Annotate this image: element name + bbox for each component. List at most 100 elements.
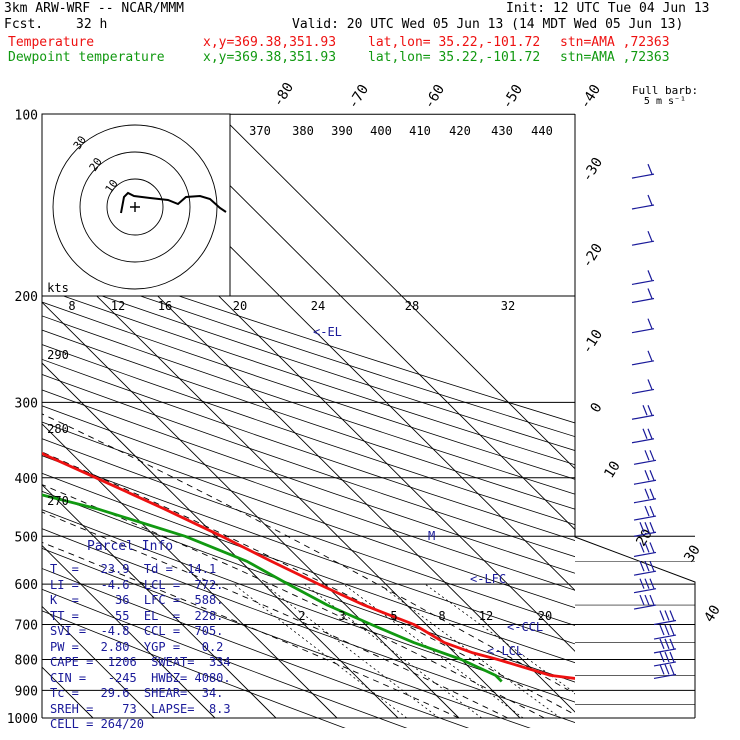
hodograph-ring bbox=[106, 178, 164, 236]
dewpoint-station: stn=AMA ,72363 bbox=[560, 50, 670, 65]
isotherm-line bbox=[42, 484, 277, 719]
level-mark-label: <-LFC bbox=[470, 572, 506, 586]
hodograph-ring-label: 10 bbox=[103, 177, 121, 195]
isotherm-label: 0 bbox=[588, 400, 606, 416]
isotherm-label: -20 bbox=[579, 241, 606, 271]
wind-barb bbox=[653, 673, 677, 680]
wind-barb-flag bbox=[659, 610, 665, 621]
pressure-label: 800 bbox=[15, 653, 38, 668]
wind-barb-flag bbox=[644, 594, 650, 606]
parcel-row-tc-shear: Tc = 29.6 SHEAR= 34. bbox=[50, 686, 224, 700]
mixing-ratio-label: 12 bbox=[479, 609, 493, 623]
pressure-label: 700 bbox=[15, 618, 38, 633]
mixing-ratio-line bbox=[378, 583, 561, 719]
isotherm-line bbox=[42, 605, 155, 719]
wind-barb-flag bbox=[659, 638, 665, 650]
dry-adiabat bbox=[42, 344, 575, 526]
wind-barb-flag bbox=[669, 651, 675, 663]
wind-barb-flag bbox=[649, 470, 655, 481]
wind-barb bbox=[633, 604, 657, 610]
wind-barb-flag bbox=[644, 560, 650, 572]
isotherm-line bbox=[42, 423, 338, 719]
parcel-row-sreh-lapse: SREH = 73 LAPSE= 8.3 bbox=[50, 701, 231, 716]
dry-adiabat bbox=[42, 274, 575, 451]
theta-label: 370 bbox=[249, 124, 271, 138]
model-title: 3km ARW-WRF -- NCAR/MMM bbox=[4, 1, 185, 16]
theta-label: 380 bbox=[292, 124, 314, 138]
wind-barb-flag bbox=[649, 450, 655, 461]
dry-adiabat bbox=[42, 509, 575, 703]
hodograph-ring bbox=[52, 124, 218, 290]
wind-barb-flag bbox=[644, 488, 650, 499]
wind-barb-flag bbox=[642, 405, 648, 416]
wind-barb-flag bbox=[664, 638, 670, 650]
dewpoint-latlon: lat,lon= 35.22,-101.72 bbox=[368, 50, 541, 65]
hodograph-box bbox=[41, 113, 231, 297]
isotherm-label: -50 bbox=[499, 82, 526, 112]
mixing-ratio-label: 8 bbox=[438, 609, 445, 623]
dewpoint-line bbox=[42, 493, 503, 683]
wind-barb bbox=[633, 479, 657, 485]
parcel-row-cape-sweat: CAPE = 1206 SWEAT= 334 bbox=[50, 655, 231, 669]
pressure-label: 400 bbox=[15, 472, 38, 487]
mixing-ratio-label: 2 bbox=[298, 609, 305, 623]
wind-barb-flag bbox=[644, 578, 650, 589]
dry-adiabat bbox=[42, 568, 470, 728]
dry-adiabat bbox=[42, 329, 575, 510]
mixing-ratio-line bbox=[424, 583, 575, 694]
wind-barb bbox=[631, 414, 655, 420]
parcel-row-li-lcl: LI = -4.6 LCL = 772. bbox=[50, 577, 224, 592]
wind-barb-flag bbox=[664, 610, 670, 621]
wind-barb-flag bbox=[649, 542, 655, 553]
wind-barb bbox=[631, 328, 655, 334]
wind-barb-flag bbox=[649, 594, 655, 606]
isotherm-label: -10 bbox=[579, 327, 606, 357]
wind-barb-flag bbox=[664, 651, 670, 663]
mixing-ratio-label: 5 bbox=[390, 609, 397, 623]
theta-label: 410 bbox=[409, 124, 431, 138]
dry-adiabat bbox=[42, 389, 575, 574]
wind-barb-flag bbox=[639, 594, 645, 606]
parcel-row-tt-el: TT = 55 EL = 228. bbox=[50, 608, 224, 623]
wind-barb-flag bbox=[664, 624, 670, 636]
level-mark-label: <-EL bbox=[313, 325, 342, 339]
dry-adiabat bbox=[42, 528, 575, 723]
hodograph-axis-label: 8 bbox=[68, 299, 75, 313]
isotherm-line bbox=[219, 114, 575, 470]
hodograph-ring-label: 20 bbox=[87, 155, 105, 173]
isotherm-line bbox=[42, 240, 521, 719]
pressure-label: 200 bbox=[15, 290, 38, 305]
mixing-ratio-line bbox=[233, 583, 407, 719]
barb-legend-title: Full barb: bbox=[632, 84, 698, 97]
dry-adiabat bbox=[42, 248, 575, 424]
forecast-hour: 32 h bbox=[76, 17, 108, 32]
dry-adiabat bbox=[42, 315, 575, 495]
theta-label: 400 bbox=[370, 124, 392, 138]
temperature-xy: x,y=369.38,351.93 bbox=[203, 35, 337, 50]
isotherm-line bbox=[42, 544, 216, 719]
pressure-label: 1000 bbox=[7, 712, 38, 727]
theta-label: 270 bbox=[47, 494, 69, 508]
isotherm-line bbox=[158, 114, 575, 531]
forecast-label: Fcst. bbox=[4, 17, 44, 32]
wind-barb-flag bbox=[669, 664, 675, 675]
hodograph-axis-label: kts bbox=[47, 281, 69, 295]
wind-barb bbox=[631, 297, 655, 304]
hodograph-center bbox=[130, 202, 140, 212]
wind-barb bbox=[633, 551, 657, 558]
init-time: Init: 12 UTC Tue 04 Jun 13 bbox=[506, 1, 710, 16]
temperature-latlon: lat,lon= 35.22,-101.72 bbox=[368, 35, 541, 50]
wind-barb-flag bbox=[647, 230, 653, 242]
wind-barb bbox=[633, 498, 657, 504]
wind-barb-flag bbox=[639, 522, 645, 533]
theta-label: 420 bbox=[449, 124, 471, 138]
isotherm-label: -80 bbox=[270, 80, 297, 110]
wind-barb-flag bbox=[669, 638, 675, 650]
dewpoint-legend: Dewpoint temperature bbox=[8, 50, 165, 65]
wind-barb-flag bbox=[659, 624, 665, 636]
dry-adiabat bbox=[42, 287, 575, 466]
wind-barb bbox=[653, 661, 677, 667]
plot-right-border bbox=[574, 114, 696, 718]
mixing-ratio-line bbox=[263, 583, 440, 719]
theta-label: 430 bbox=[491, 124, 513, 138]
